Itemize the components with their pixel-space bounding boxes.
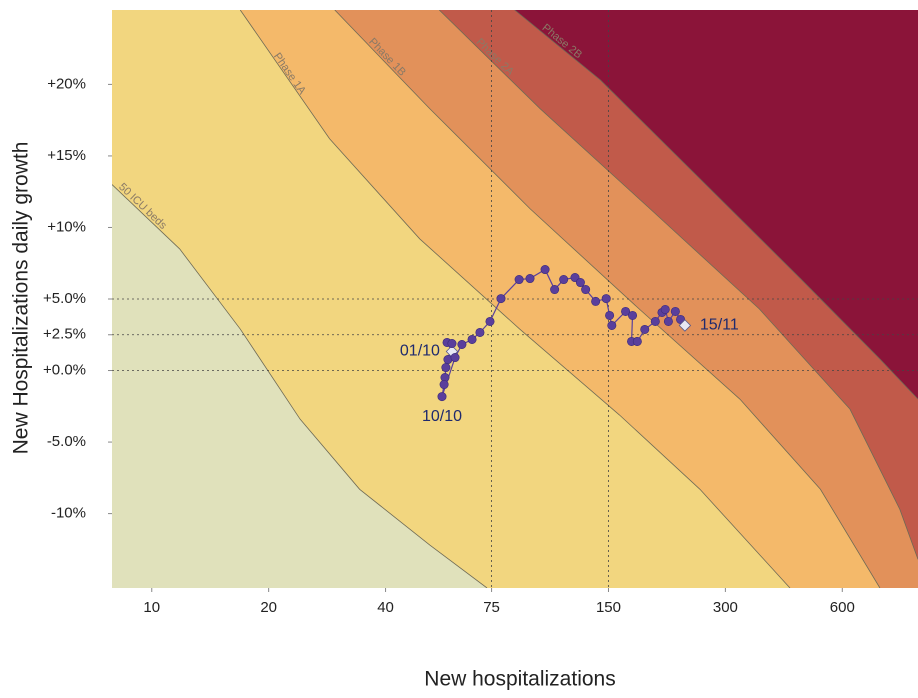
- point: [550, 285, 560, 295]
- x-tick-label: 20: [260, 599, 277, 616]
- point: [467, 334, 477, 344]
- point-label: 01/10: [400, 343, 440, 360]
- y-tick-label: +20%: [47, 75, 86, 92]
- point: [591, 296, 601, 306]
- x-tick-label: 150: [596, 599, 621, 616]
- x-tick-label: 75: [483, 599, 500, 616]
- point: [457, 339, 467, 349]
- point: [485, 316, 495, 326]
- point: [581, 285, 591, 295]
- point: [601, 294, 611, 304]
- point: [663, 316, 673, 326]
- y-tick-label: +5.0%: [43, 290, 86, 307]
- point: [441, 363, 451, 373]
- point: [628, 310, 638, 320]
- point-label: 10/10: [422, 408, 462, 425]
- y-tick-label: +0.0%: [43, 362, 86, 379]
- point: [540, 265, 550, 275]
- point: [559, 275, 569, 285]
- point: [437, 392, 447, 402]
- point: [640, 324, 650, 334]
- point: [678, 319, 692, 332]
- point: [475, 327, 485, 337]
- point: [514, 275, 524, 285]
- y-tick-label: +10%: [47, 218, 86, 235]
- point: [660, 304, 670, 314]
- point: [496, 294, 506, 304]
- point: [450, 353, 460, 363]
- point: [575, 278, 585, 288]
- point: [650, 316, 660, 326]
- contour-line: [112, 184, 488, 588]
- x-tick-label: 10: [143, 599, 160, 616]
- x-tick-label: 600: [830, 599, 855, 616]
- y-tick-label: +15%: [47, 147, 86, 164]
- axes: 10 20 40 75 150 300 600 +20% +15% +10% +5.0% +2.5% +…: [43, 75, 855, 616]
- point: [632, 336, 642, 346]
- x-tick-label: 300: [713, 599, 738, 616]
- contour-line: [438, 10, 918, 560]
- point: [621, 306, 631, 316]
- point: [607, 320, 617, 330]
- y-axis-label: New Hospitalizations daily growth: [10, 142, 33, 455]
- point: [670, 306, 680, 316]
- point: [525, 274, 535, 284]
- point: [605, 310, 615, 320]
- y-tick-label: -10%: [51, 505, 86, 522]
- x-tick-label: 40: [377, 599, 394, 616]
- point: [439, 380, 449, 390]
- y-tick-label: -5.0%: [47, 433, 86, 450]
- x-axis-label: New hospitalizations: [424, 668, 615, 691]
- contour-line: [514, 10, 918, 400]
- point: [447, 338, 457, 348]
- contour-region: [514, 10, 918, 400]
- contour-line: [334, 10, 881, 588]
- point-label: 15/11: [700, 317, 739, 334]
- contour-line: [239, 10, 791, 588]
- y-tick-label: +2.5%: [43, 326, 86, 343]
